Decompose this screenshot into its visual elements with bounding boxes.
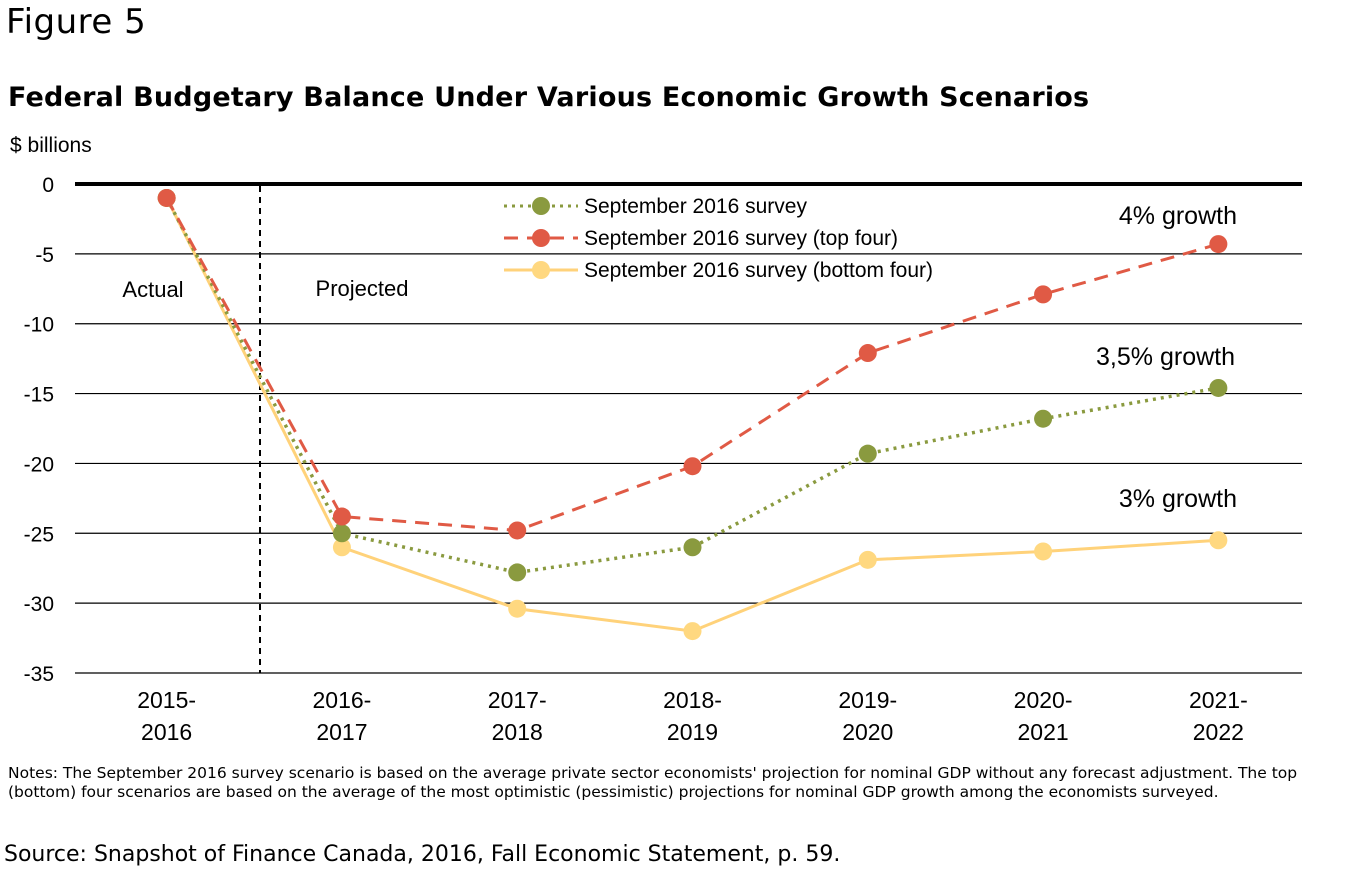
x-tick-labels: 2015-2016 2016-2017 2017-2018 2018-2019 2019… [137,687,1248,745]
data-point [332,507,351,526]
y-tick-label: -15 [24,384,54,407]
growth-35-label: 3,5% growth [1096,343,1235,371]
x-tick-label: 2021-2022 [1189,687,1248,745]
y-axis-label: $ billions [10,134,92,157]
growth-4-label: 4% growth [1119,202,1237,230]
projected-label: Projected [316,276,409,301]
data-point [332,538,351,557]
data-point [683,622,702,641]
y-tick-label: 0 [42,174,54,197]
x-tick-label: 2017-2018 [488,687,547,745]
legend-label: September 2016 survey (bottom four) [584,259,933,282]
data-point [858,550,877,569]
x-tick-label: 2020-2021 [1014,687,1073,745]
y-tick-label: -20 [24,453,54,476]
legend-marker [532,197,550,215]
data-point [858,444,877,463]
legend-marker [532,261,550,279]
data-point [332,524,351,543]
data-point [1034,409,1053,428]
chart-title: Federal Budgetary Balance Under Various … [8,82,1090,113]
y-tick-label: -25 [24,523,54,546]
data-point [157,188,176,207]
data-point [1034,542,1053,561]
y-tick-label: -30 [24,593,54,616]
growth-3-label: 3% growth [1119,485,1237,513]
data-point [858,344,877,363]
x-tick-label: 2016-2017 [313,687,372,745]
actual-label: Actual [122,277,183,302]
chart-notes: Notes: The September 2016 survey scenari… [8,764,1298,801]
data-point [1209,235,1228,254]
x-tick-label: 2015-2016 [137,687,196,745]
y-tick-label: -5 [35,244,54,267]
series-top-four [157,188,1228,540]
y-tick-labels: 0 -5 -10 -15 -20 -25 -30 -35 [24,174,54,686]
gridlines [75,182,1302,674]
legend-label: September 2016 survey [584,195,807,218]
data-point [1209,378,1228,397]
data-point [1209,531,1228,550]
data-point [683,538,702,557]
x-tick-label: 2019-2020 [838,687,897,745]
source-citation: Source: Snapshot of Finance Canada, 2016… [4,842,841,867]
figure-label: Figure 5 [6,2,147,42]
legend-label: September 2016 survey (top four) [584,227,898,250]
line-chart: $ billions 0 -5 -10 -15 -20 -25 -30 -35 2015-20… [10,134,1302,745]
data-point [1034,285,1053,304]
x-tick-label: 2018-2019 [663,687,722,745]
series [157,188,1228,641]
legend-marker [532,229,550,247]
data-point [683,457,702,476]
y-tick-label: -10 [24,314,54,337]
data-point [508,521,527,540]
data-point [508,599,527,618]
y-tick-label: -35 [24,663,54,686]
legend: September 2016 survey September 2016 surv… [504,195,933,282]
data-point [508,563,527,582]
